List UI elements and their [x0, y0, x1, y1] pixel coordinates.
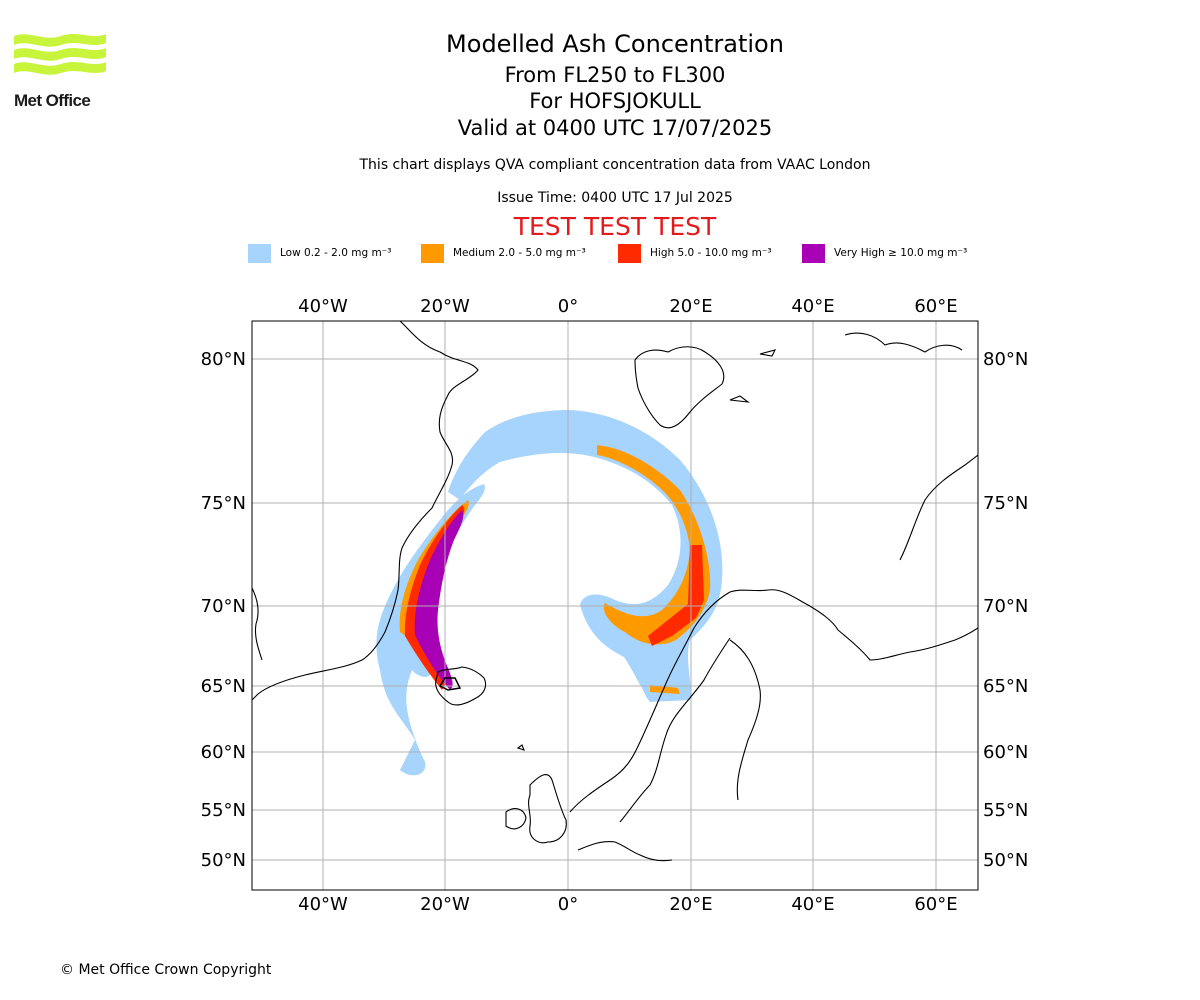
lon-label-top: 40°E	[791, 296, 834, 317]
lon-label-top: 0°	[558, 296, 578, 317]
legend-swatch-medium	[421, 244, 444, 263]
lat-label-left: 70°N	[201, 596, 246, 617]
lon-label-top: 40°W	[298, 296, 348, 317]
compliance-note: This chart displays QVA compliant concen…	[359, 157, 871, 173]
lon-label-bottom: 20°W	[420, 894, 470, 915]
latitude-labels-left: 80°N 75°N 70°N 65°N 60°N 55°N 50°N	[201, 349, 246, 871]
map-gridlines	[252, 321, 978, 890]
lat-label-right: 55°N	[983, 800, 1028, 821]
met-office-logo	[14, 34, 106, 75]
longitude-labels-top: 40°W 20°W 0° 20°E 40°E 60°E	[298, 296, 957, 317]
volcano-name: For HOFSJOKULL	[529, 89, 701, 113]
valid-time: Valid at 0400 UTC 17/07/2025	[457, 116, 773, 140]
lat-label-left: 65°N	[201, 676, 246, 697]
lon-label-top: 60°E	[914, 296, 957, 317]
legend-swatch-very-high	[802, 244, 825, 263]
lon-label-bottom: 60°E	[914, 894, 957, 915]
flight-level-range: From FL250 to FL300	[504, 63, 726, 87]
logo-waves-icon	[14, 34, 106, 75]
legend-swatch-low	[248, 244, 271, 263]
lat-label-right: 80°N	[983, 349, 1028, 370]
lat-label-right: 60°N	[983, 742, 1028, 763]
map-frame	[251, 320, 979, 891]
lon-label-top: 20°E	[669, 296, 712, 317]
lat-label-left: 75°N	[201, 493, 246, 514]
lat-label-left: 80°N	[201, 349, 246, 370]
legend-swatch-high	[618, 244, 641, 263]
lat-label-right: 65°N	[983, 676, 1028, 697]
issue-time: Issue Time: 0400 UTC 17 Jul 2025	[497, 190, 733, 206]
lat-label-left: 55°N	[201, 800, 246, 821]
longitude-labels-bottom: 40°W 20°W 0° 20°E 40°E 60°E	[298, 894, 957, 915]
lon-label-bottom: 40°W	[298, 894, 348, 915]
lon-label-bottom: 40°E	[791, 894, 834, 915]
lon-label-bottom: 0°	[558, 894, 578, 915]
lat-label-right: 70°N	[983, 596, 1028, 617]
lat-label-left: 50°N	[201, 850, 246, 871]
legend-label-very-high: Very High ≥ 10.0 mg m⁻³	[834, 247, 968, 259]
lat-label-right: 75°N	[983, 493, 1028, 514]
test-banner: TEST TEST TEST	[513, 212, 717, 241]
coastlines	[252, 321, 978, 862]
legend-label-high: High 5.0 - 10.0 mg m⁻³	[650, 247, 772, 259]
latitude-labels-right: 80°N 75°N 70°N 65°N 60°N 55°N 50°N	[983, 349, 1028, 871]
lon-label-top: 20°W	[420, 296, 470, 317]
volcano-marker-icon	[438, 677, 462, 691]
legend-label-medium: Medium 2.0 - 5.0 mg m⁻³	[453, 247, 586, 259]
copyright-notice: © Met Office Crown Copyright	[60, 962, 272, 978]
ash-very-high-concentration-area	[414, 510, 464, 690]
lon-label-bottom: 20°E	[669, 894, 712, 915]
lat-label-left: 60°N	[201, 742, 246, 763]
chart-title: Modelled Ash Concentration	[446, 30, 784, 58]
lat-label-right: 50°N	[983, 850, 1028, 871]
legend-label-low: Low 0.2 - 2.0 mg m⁻³	[280, 247, 392, 259]
logo-text: Met Office	[14, 91, 91, 110]
